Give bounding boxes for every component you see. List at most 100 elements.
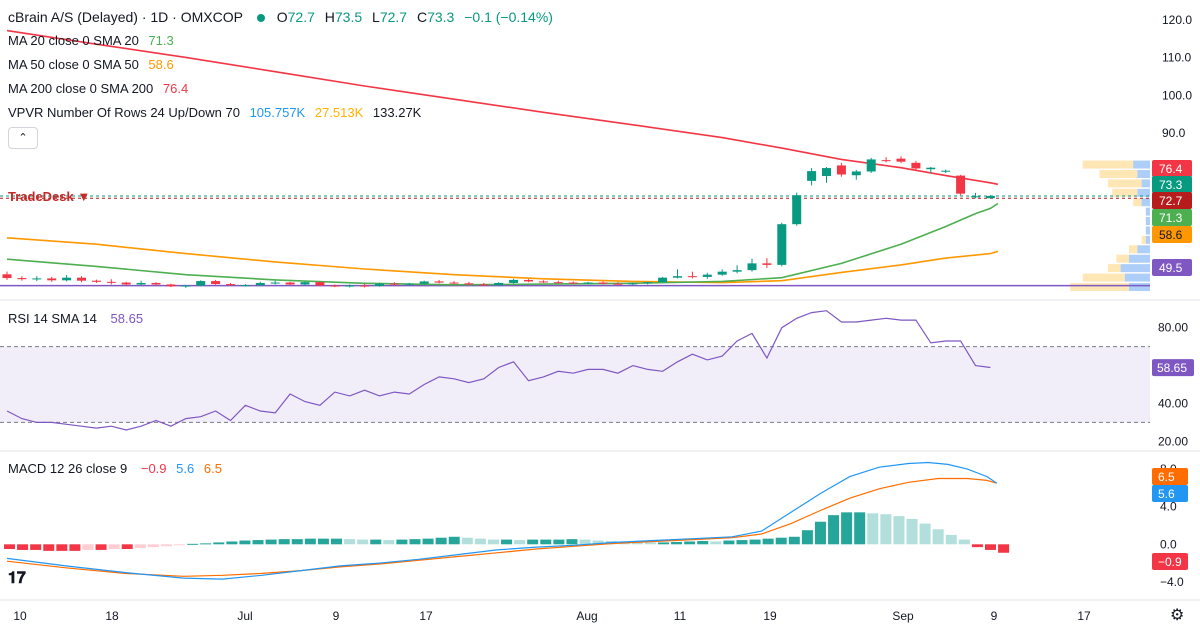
macd-histogram-bar[interactable] xyxy=(69,544,81,551)
macd-histogram-bar[interactable] xyxy=(749,539,761,545)
candle-body[interactable] xyxy=(762,263,772,265)
rsi-legend[interactable]: RSI 14 SMA 14 58.65 xyxy=(8,311,143,326)
candle-body[interactable] xyxy=(360,285,370,287)
candle-body[interactable] xyxy=(330,285,340,287)
macd-histogram-bar[interactable] xyxy=(801,530,813,545)
macd-histogram-bar[interactable] xyxy=(854,512,866,545)
macd-histogram-bar[interactable] xyxy=(56,544,68,551)
macd-histogram-bar[interactable] xyxy=(147,544,159,548)
candle-body[interactable] xyxy=(985,195,995,199)
macd-histogram-bar[interactable] xyxy=(304,538,316,545)
candle-body[interactable] xyxy=(449,282,459,284)
macd-histogram-bar[interactable] xyxy=(396,539,408,545)
candle-body[interactable] xyxy=(151,282,161,285)
macd-histogram-bar[interactable] xyxy=(134,544,146,549)
vpvr-legend[interactable]: VPVR Number Of Rows 24 Up/Down 70 105.75… xyxy=(8,105,427,120)
macd-histogram-bar[interactable] xyxy=(841,512,853,545)
candle-body[interactable] xyxy=(822,168,831,176)
candle-body[interactable] xyxy=(747,263,757,271)
candle-body[interactable] xyxy=(777,224,787,265)
macd-histogram-bar[interactable] xyxy=(906,518,918,545)
candle-body[interactable] xyxy=(717,271,727,275)
candle-body[interactable] xyxy=(240,285,250,287)
tradedesk-label[interactable]: TradeDesk ▼ xyxy=(8,189,91,204)
macd-histogram-bar[interactable] xyxy=(317,538,329,545)
candle-body[interactable] xyxy=(628,283,638,285)
candle-body[interactable] xyxy=(687,276,697,278)
macd-histogram-bar[interactable] xyxy=(474,538,486,545)
rsi-pane[interactable] xyxy=(0,310,1150,431)
macd-histogram-bar[interactable] xyxy=(265,539,277,545)
candle-body[interactable] xyxy=(226,284,235,286)
candle-body[interactable] xyxy=(404,283,414,285)
candle-body[interactable] xyxy=(509,279,519,283)
macd-histogram-bar[interactable] xyxy=(971,544,983,548)
macd-histogram-bar[interactable] xyxy=(684,541,696,545)
candle-body[interactable] xyxy=(2,274,12,279)
macd-histogram-bar[interactable] xyxy=(540,539,552,545)
candle-body[interactable] xyxy=(568,282,578,284)
candle-body[interactable] xyxy=(389,283,399,285)
macd-histogram-bar[interactable] xyxy=(867,513,879,545)
macd-histogram-bar[interactable] xyxy=(43,544,55,551)
candle-body[interactable] xyxy=(464,283,474,285)
macd-histogram-bar[interactable] xyxy=(631,541,643,545)
tradingview-logo-icon[interactable]: 𝟏𝟕 xyxy=(8,570,26,587)
candle-body[interactable] xyxy=(106,281,116,283)
macd-pane[interactable] xyxy=(4,461,1010,580)
macd-histogram-bar[interactable] xyxy=(710,541,722,545)
candle-body[interactable] xyxy=(181,285,191,287)
macd-histogram-bar[interactable] xyxy=(30,544,42,550)
macd-histogram-bar[interactable] xyxy=(409,539,421,545)
macd-histogram-bar[interactable] xyxy=(95,544,107,550)
candle-body[interactable] xyxy=(315,282,325,286)
candle-body[interactable] xyxy=(211,281,221,285)
candle-body[interactable] xyxy=(971,196,980,198)
candle-body[interactable] xyxy=(851,171,861,176)
macd-histogram-bar[interactable] xyxy=(527,539,539,545)
candle-body[interactable] xyxy=(62,277,72,281)
candle-body[interactable] xyxy=(836,165,846,175)
macd-histogram-bar[interactable] xyxy=(239,540,251,545)
macd-histogram-bar[interactable] xyxy=(383,540,395,545)
ma20-legend[interactable]: MA 20 close 0 SMA 20 71.3 xyxy=(8,33,180,48)
macd-histogram-bar[interactable] xyxy=(370,539,382,545)
macd-histogram-bar[interactable] xyxy=(448,536,460,545)
candle-body[interactable] xyxy=(553,282,563,284)
macd-histogram-bar[interactable] xyxy=(644,542,656,545)
candle-body[interactable] xyxy=(47,278,57,281)
macd-legend[interactable]: MACD 12 26 close 9 −0.9 5.6 6.5 xyxy=(8,461,222,476)
candle-body[interactable] xyxy=(702,274,712,277)
candle-body[interactable] xyxy=(941,170,951,172)
candle-body[interactable] xyxy=(911,162,921,169)
candle-body[interactable] xyxy=(658,277,668,283)
macd-histogram-bar[interactable] xyxy=(998,544,1010,553)
macd-histogram-bar[interactable] xyxy=(226,541,238,545)
macd-histogram-bar[interactable] xyxy=(788,536,800,545)
candle-body[interactable] xyxy=(732,270,742,272)
macd-histogram-bar[interactable] xyxy=(723,540,735,545)
macd-histogram-bar[interactable] xyxy=(592,540,604,545)
macd-histogram-bar[interactable] xyxy=(893,516,905,545)
macd-histogram-bar[interactable] xyxy=(945,534,957,545)
candle-body[interactable] xyxy=(538,281,548,283)
macd-histogram-bar[interactable] xyxy=(331,538,342,545)
candle-body[interactable] xyxy=(494,282,504,286)
candle-body[interactable] xyxy=(673,276,682,278)
macd-histogram-bar[interactable] xyxy=(82,544,94,550)
candle-body[interactable] xyxy=(300,282,310,285)
candle-body[interactable] xyxy=(956,175,966,194)
candle-body[interactable] xyxy=(166,284,176,287)
macd-histogram-bar[interactable] xyxy=(814,521,826,545)
candle-body[interactable] xyxy=(881,160,891,162)
macd-histogram-bar[interactable] xyxy=(174,544,186,546)
macd-histogram-bar[interactable] xyxy=(487,539,499,545)
macd-histogram-bar[interactable] xyxy=(566,539,578,545)
candle-body[interactable] xyxy=(583,282,593,284)
macd-histogram-bar[interactable] xyxy=(461,537,473,545)
candle-body[interactable] xyxy=(598,282,608,284)
candle-body[interactable] xyxy=(136,282,146,285)
macd-histogram-bar[interactable] xyxy=(736,540,748,545)
gear-icon[interactable]: ⚙ xyxy=(1170,607,1185,624)
